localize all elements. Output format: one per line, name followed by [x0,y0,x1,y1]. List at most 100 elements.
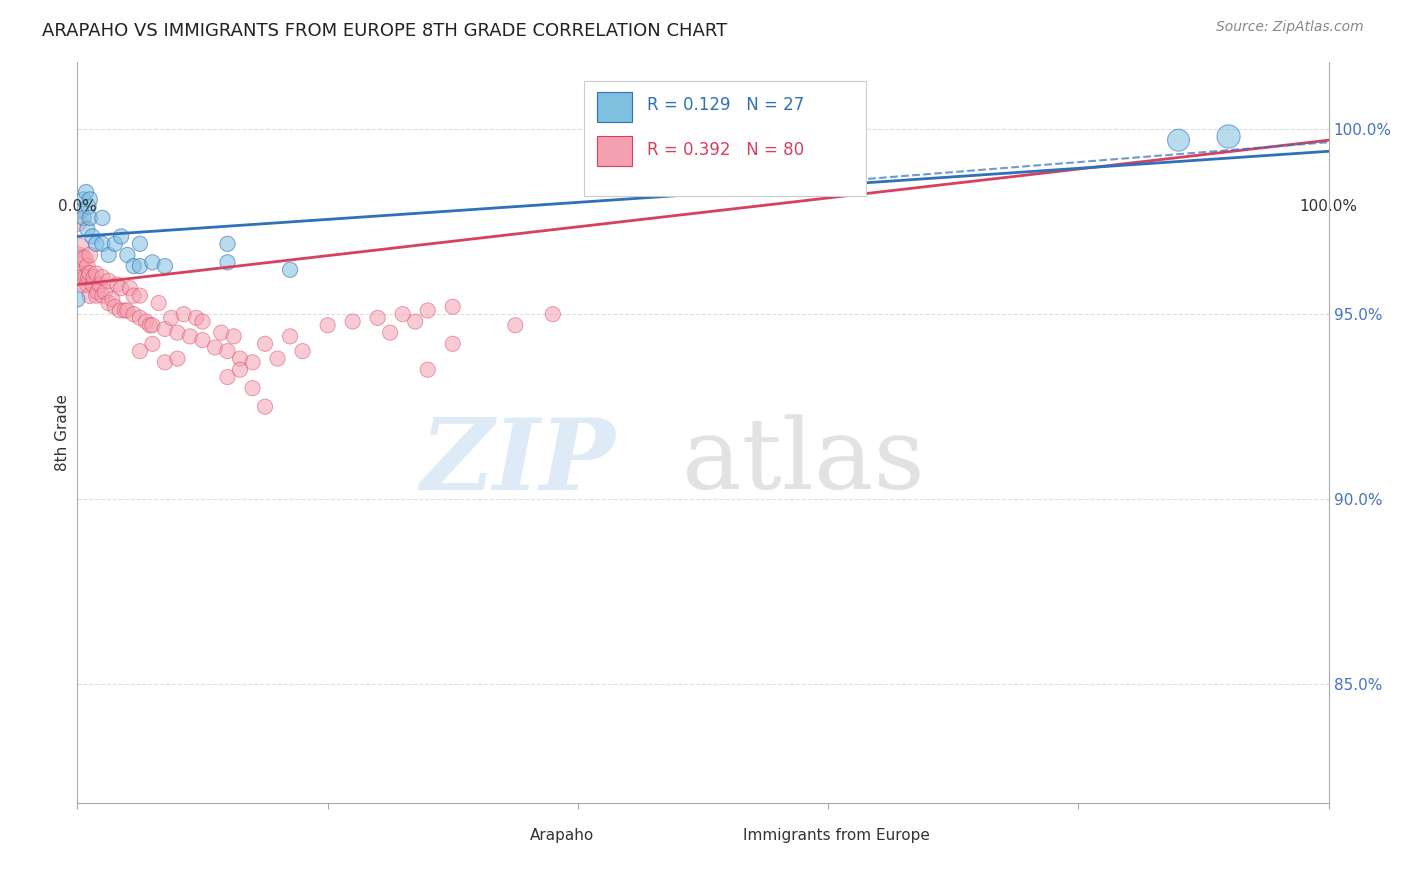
Point [70,262,93,277]
Point [97,274,120,288]
Point [186,310,208,325]
Point [73,252,96,266]
Point [77,270,100,285]
Point [166,326,188,340]
Text: ZIP: ZIP [420,414,616,510]
Point [110,229,132,244]
Point [82,229,104,244]
FancyBboxPatch shape [491,823,522,847]
Point [79,248,101,262]
Point [117,248,139,262]
Point [153,355,176,369]
Point [83,270,105,285]
Point [139,318,162,333]
Point [141,255,163,269]
FancyBboxPatch shape [596,92,631,121]
Point [316,318,339,333]
Point [291,344,314,359]
FancyBboxPatch shape [596,136,631,166]
Text: Arapaho: Arapaho [530,828,595,843]
Point [242,355,264,369]
FancyBboxPatch shape [583,81,866,195]
Point [75,270,97,285]
Text: Source: ZipAtlas.com: Source: ZipAtlas.com [1216,20,1364,34]
Point [70,203,93,218]
Point [94,285,117,299]
Point [367,310,389,325]
Point [141,318,163,333]
Point [89,277,111,292]
Point [217,255,239,269]
Point [229,362,252,376]
Point [72,211,94,225]
Point [153,259,176,273]
Point [72,193,94,207]
Point [1218,129,1240,144]
Point [129,344,152,359]
Text: R = 0.392   N = 80: R = 0.392 N = 80 [647,141,804,159]
Point [173,307,195,321]
Point [278,329,301,343]
Point [84,267,107,281]
Text: ARAPAHO VS IMMIGRANTS FROM EUROPE 8TH GRADE CORRELATION CHART: ARAPAHO VS IMMIGRANTS FROM EUROPE 8TH GR… [42,22,727,40]
Text: 100.0%: 100.0% [1299,200,1358,214]
Point [342,315,364,329]
Point [105,277,128,292]
Point [79,193,101,207]
Point [76,259,98,273]
Point [191,315,214,329]
Point [84,236,107,251]
Point [129,288,152,302]
Point [122,288,145,302]
Point [79,288,101,302]
Point [1167,133,1189,147]
Point [204,341,226,355]
Point [76,222,98,236]
Point [191,333,214,347]
Point [148,296,170,310]
Point [153,322,176,336]
Point [79,267,101,281]
Point [380,326,402,340]
Point [222,329,245,343]
Point [391,307,413,321]
Point [66,252,89,266]
Point [84,288,107,302]
Point [66,214,89,228]
Point [110,281,132,295]
Point [242,381,264,395]
Point [129,259,152,273]
Y-axis label: 8th Grade: 8th Grade [55,394,70,471]
Point [75,185,97,199]
Point [129,310,152,325]
Point [278,262,301,277]
Point [209,326,232,340]
Point [114,303,136,318]
Point [97,296,120,310]
Point [129,236,152,251]
Point [79,211,101,225]
Text: R = 0.129   N = 27: R = 0.129 N = 27 [647,96,804,114]
Point [416,303,439,318]
Point [135,315,157,329]
Point [404,315,426,329]
Point [97,248,120,262]
Point [91,211,114,225]
Point [266,351,288,366]
Point [76,277,98,292]
Point [91,270,114,285]
Point [505,318,527,333]
Point [122,307,145,321]
Point [77,200,100,214]
Point [254,400,277,414]
Point [217,344,239,359]
Point [541,307,564,321]
Point [73,277,96,292]
Text: atlas: atlas [682,415,925,510]
Point [141,336,163,351]
FancyBboxPatch shape [703,823,734,847]
Point [91,236,114,251]
Point [166,351,188,366]
Point [91,288,114,302]
Point [104,236,127,251]
